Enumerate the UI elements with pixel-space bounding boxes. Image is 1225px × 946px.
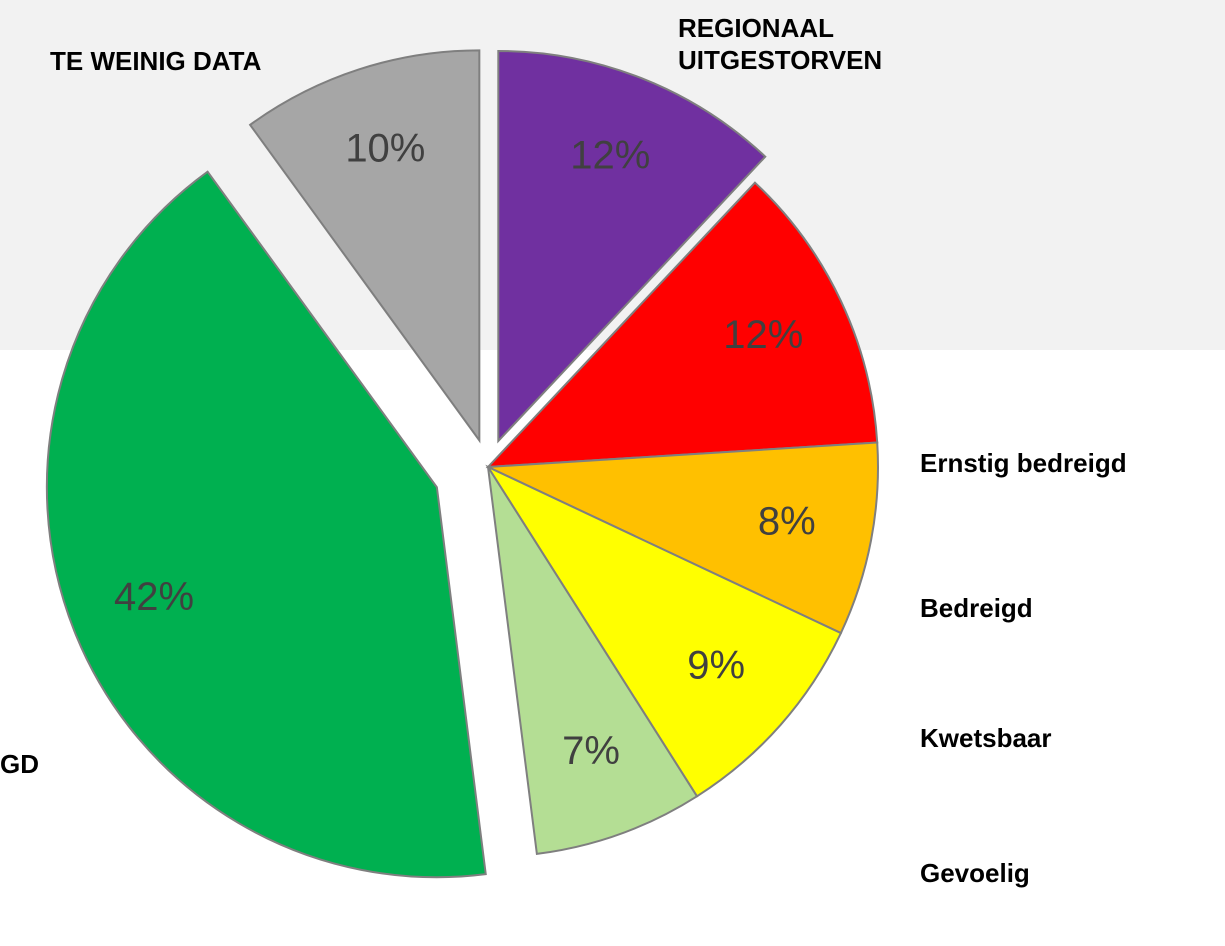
value-label: 10% <box>345 127 425 171</box>
pie-slice <box>497 49 767 444</box>
pie-slice <box>248 49 481 444</box>
category-label: GD <box>0 749 39 779</box>
value-label: 12% <box>570 134 650 178</box>
category-label: REGIONAAL UITGESTORVEN <box>678 13 883 75</box>
pie-slice <box>485 464 843 798</box>
category-label: TE WEINIG DATA <box>50 46 262 76</box>
value-label: 42% <box>114 575 194 619</box>
category-label: Kwetsbaar <box>920 723 1052 753</box>
pie-slice <box>487 441 879 635</box>
value-label: 9% <box>687 644 745 688</box>
value-label: 8% <box>758 500 816 544</box>
value-label: 7% <box>562 729 620 773</box>
value-label: 12% <box>723 313 803 357</box>
pie-slice <box>45 170 487 879</box>
pie-slice <box>485 181 879 469</box>
pie-slice <box>487 466 699 856</box>
category-label: Ernstig bedreigd <box>920 448 1127 478</box>
category-label: Gevoelig <box>920 858 1030 888</box>
category-label: Bedreigd <box>920 593 1033 623</box>
